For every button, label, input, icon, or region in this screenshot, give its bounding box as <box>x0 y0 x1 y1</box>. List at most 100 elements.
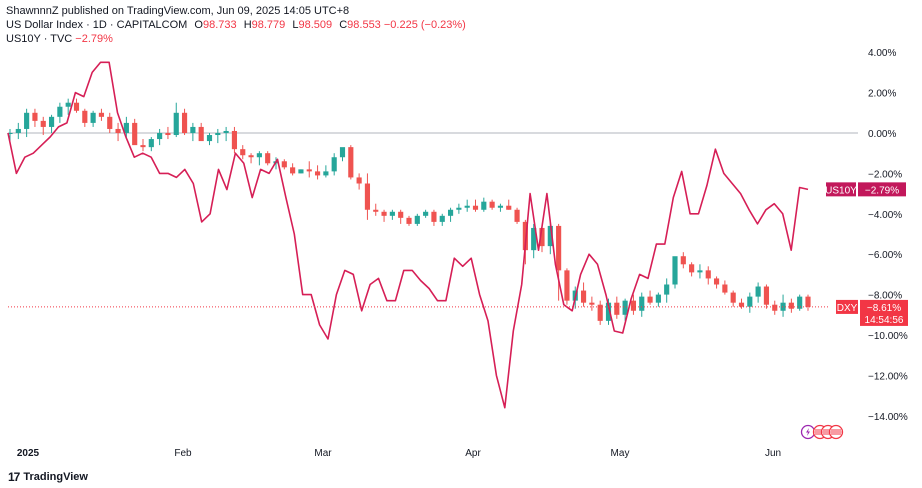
dxy-candle-body <box>140 145 146 148</box>
price-badges: US10Y −2.79% DXY −8.61%14:54:56 <box>825 182 908 326</box>
dxy-candle-body <box>98 112 105 117</box>
dxy-candle-body <box>57 106 63 117</box>
dxy-candle-body <box>655 294 661 303</box>
dxy-candle-body <box>456 207 462 210</box>
dxy-candle-body <box>539 227 545 247</box>
y-tick-label: −4.00% <box>868 210 902 221</box>
dxy-candle-body <box>423 211 429 216</box>
dxy-candle-body <box>314 171 321 176</box>
dxy-candle-body <box>306 169 312 172</box>
main-symbol-legend[interactable]: US Dollar Index · 1D · CAPITALCOM O98.73… <box>6 18 466 32</box>
close-value: 98.553 <box>347 19 381 31</box>
dxy-candle-body <box>190 126 196 133</box>
dxy-candle-body <box>788 302 794 309</box>
tradingview-brand[interactable]: 17 TradingView <box>8 470 88 484</box>
dxy-candle-body <box>439 215 445 222</box>
dxy-candle-body <box>73 102 80 111</box>
event-icons[interactable] <box>800 424 844 440</box>
dxy-candle-body <box>406 217 412 224</box>
dxy-badge-name: DXY <box>837 303 858 314</box>
y-tick-label: 2.00% <box>868 89 896 100</box>
dxy-candle-body <box>639 296 645 311</box>
tradingview-logo-icon: 17 <box>8 470 20 484</box>
dxy-candle-body <box>722 284 728 293</box>
x-axis: 2025 Feb Mar Apr May Jun <box>17 448 781 459</box>
dxy-candle-body <box>755 286 761 297</box>
dxy-candle-body <box>7 133 13 134</box>
dxy-candle-body <box>597 304 603 321</box>
dxy-candle-body <box>447 209 454 216</box>
us10y-badge-name: US10Y <box>825 185 857 196</box>
low-label: L <box>292 19 299 31</box>
dxy-candle-body <box>373 209 379 212</box>
dxy-candle-body <box>48 116 55 127</box>
dxy-candle-body <box>672 256 678 285</box>
dxy-candle-body <box>713 278 720 285</box>
dxy-candle-body <box>481 201 487 210</box>
dxy-candle-body <box>464 205 470 208</box>
dxy-candle-body <box>647 296 653 303</box>
dxy-badge-value: −8.61% <box>867 303 901 314</box>
dxy-candle-body <box>622 300 628 315</box>
dxy-candle-body <box>24 112 30 129</box>
us10y-line-layer <box>7 61 809 409</box>
y-axis: 4.00%2.00%0.00%−2.00%−4.00%−6.00%−8.00%−… <box>868 48 908 423</box>
dxy-candle-body <box>165 133 171 136</box>
us10y-badge-value: −2.79% <box>865 185 899 196</box>
dxy-candle-body <box>730 292 736 303</box>
y-tick-label: −8.00% <box>868 291 902 302</box>
main-symbol-name: US Dollar Index · 1D · CAPITALCOM <box>6 19 188 31</box>
dxy-candle-body <box>697 270 703 273</box>
dxy-candle-body <box>497 205 504 208</box>
dxy-candle-body <box>805 296 811 307</box>
tradingview-brand-name: TradingView <box>23 471 88 483</box>
us10y-name-badge <box>826 182 856 197</box>
compare-symbol-name: US10Y · TVC <box>6 33 73 45</box>
dxy-candle-body <box>290 167 296 174</box>
dxy-candle-body <box>248 155 254 158</box>
dxy-candle-body <box>215 133 221 136</box>
dxy-candle-body <box>414 215 420 224</box>
dxy-badge-countdown: 14:54:56 <box>865 315 904 326</box>
y-tick-label: 0.00% <box>868 129 896 140</box>
dxy-candle-body <box>265 153 271 164</box>
open-value: 98.733 <box>202 19 237 31</box>
dxy-candle-body <box>173 112 179 136</box>
dxy-candle-body <box>556 225 562 271</box>
y-tick-label: 4.00% <box>868 48 896 59</box>
dxy-candle-body <box>148 139 154 148</box>
dxy-candle-body <box>705 270 711 279</box>
dxy-candle-body <box>564 270 570 301</box>
dxy-candle-body <box>65 102 71 107</box>
dxy-candle-body <box>489 201 495 208</box>
dxy-candle-body <box>181 112 188 133</box>
dxy-candle-body <box>107 116 113 129</box>
dxy-candle-body <box>630 300 637 311</box>
dxy-candle-body <box>123 122 129 133</box>
compare-change-value: −2.79% <box>75 33 113 45</box>
dxy-candle-body <box>364 183 371 210</box>
us10y-value-badge <box>858 182 906 197</box>
dxy-value-badge <box>860 299 908 326</box>
dxy-candle-body <box>281 161 287 168</box>
dxy-candle-body <box>256 153 262 158</box>
change-value: −0.225 (−0.23%) <box>383 19 466 31</box>
dxy-candle-body <box>389 211 395 216</box>
dxy-candle-body <box>398 211 404 218</box>
dxy-candle-body <box>589 302 595 305</box>
dxy-candle-body <box>614 302 620 315</box>
x-tick-label: 2025 <box>17 448 40 459</box>
dxy-candle-body <box>689 264 695 273</box>
y-tick-label: −6.00% <box>868 250 902 261</box>
open-label: O <box>194 19 203 31</box>
compare-symbol-legend[interactable]: US10Y · TVC −2.79% <box>6 32 466 46</box>
dxy-candle-body <box>797 296 803 309</box>
dxy-candle-body <box>506 205 512 210</box>
x-tick-label: Feb <box>174 448 192 459</box>
dxy-candle-body <box>206 135 213 142</box>
dxy-candle-body <box>223 130 229 133</box>
dxy-candle-body <box>339 147 346 158</box>
us-flag-icon-3 <box>830 429 842 435</box>
dxy-candle-body <box>32 112 38 121</box>
